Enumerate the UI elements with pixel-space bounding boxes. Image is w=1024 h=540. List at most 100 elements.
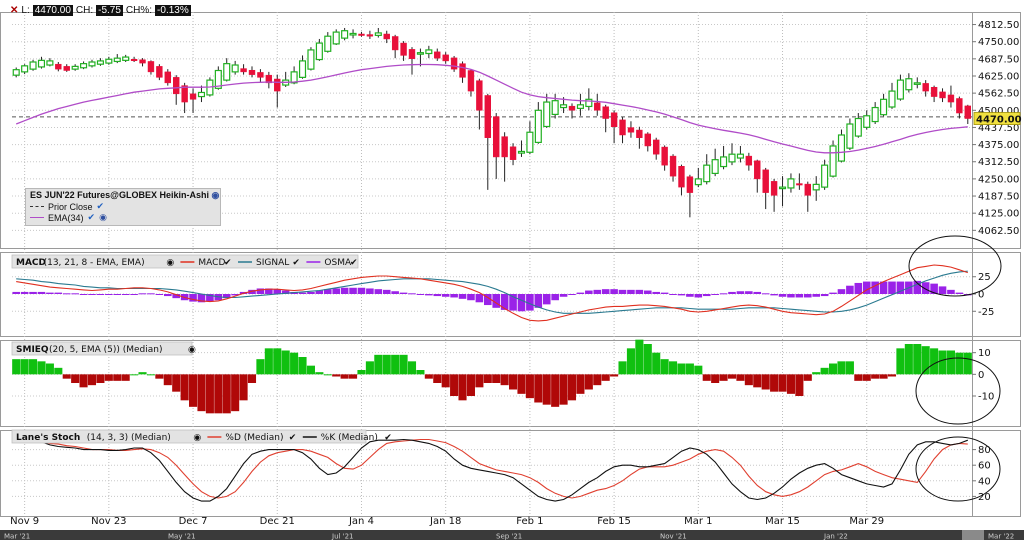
candle-up (37, 59, 46, 68)
close-icon[interactable]: ✕ (10, 4, 19, 16)
osma-bar (736, 291, 745, 294)
candle-down (644, 133, 651, 147)
candle-up (720, 156, 728, 168)
timeline-label: Sep '21 (496, 533, 522, 540)
candle-up (880, 98, 888, 116)
osma-bar (719, 293, 728, 295)
osma-bar (896, 281, 905, 294)
check-icon: ✔ (224, 258, 232, 268)
x-tick-label: Jan 4 (348, 516, 374, 527)
smieq-bar (551, 374, 560, 407)
smieq-bar (500, 374, 509, 386)
smieq-bar (652, 352, 661, 375)
smieq-bar (172, 374, 181, 392)
osma-bar (551, 294, 559, 301)
smieq-bar (618, 361, 627, 375)
candle-up (341, 30, 349, 39)
candle-up (871, 106, 879, 123)
candle-up (736, 153, 744, 159)
annotation-circles (908, 235, 1002, 502)
candle-down (240, 68, 247, 73)
settings-icon[interactable]: ◉ (211, 190, 220, 200)
stoch-legend-strip (11, 429, 367, 444)
check-icon[interactable]: ✔ (96, 201, 105, 211)
candle-up (576, 104, 584, 109)
change-label: CH: (75, 4, 94, 16)
smieq-bar (239, 374, 248, 401)
timeline-label: Mar '21 (4, 533, 30, 540)
timeline-label: Nov '21 (660, 533, 687, 540)
settings-icon[interactable]: ◉ (99, 212, 107, 222)
candle-up (526, 131, 534, 153)
smieq-bar (761, 374, 770, 390)
macd-params: (13, 21, 8 - EMA, EMA) (44, 258, 145, 268)
candle-up (913, 82, 921, 85)
smieq-bar (416, 370, 425, 375)
last-value: 4470.00 (32, 4, 73, 16)
smieq-bar (930, 348, 939, 375)
osma-bar (425, 294, 433, 296)
candle-up (694, 178, 702, 186)
price-panel (12, 27, 972, 218)
osma-bar (837, 289, 846, 294)
smieq-bar (54, 367, 63, 375)
osma-bar (298, 292, 307, 294)
smieq-legend-strip (11, 341, 193, 356)
smieq-bar (407, 361, 417, 375)
settings-icon: ◉ (193, 433, 201, 443)
check-icon[interactable]: ✔ (87, 212, 96, 222)
candle-down (501, 136, 508, 158)
candle-up (517, 150, 526, 154)
smieq-bar (483, 374, 492, 383)
osma-legend-label: OSMA (324, 258, 352, 268)
legend-ema: EMA(34) ✔ ◉ (30, 212, 107, 223)
candle-down (265, 74, 273, 84)
candle-up (821, 164, 829, 188)
smieq-bar (273, 348, 282, 375)
smieq-bar (584, 374, 593, 390)
osma-bar (332, 288, 340, 294)
candle-up (905, 78, 913, 91)
smieq-bar (719, 374, 728, 381)
osma-bar (399, 292, 408, 294)
candle-down (55, 63, 62, 70)
osma-bar (753, 291, 762, 294)
candle-up (543, 101, 551, 128)
smieq-y-tick-label: 10 (978, 348, 991, 359)
annotation-ellipse-smieq (915, 357, 1001, 425)
smieq-bar (62, 374, 71, 379)
smieq-y-tick-label: 0 (978, 370, 984, 381)
osma-bar (189, 294, 197, 302)
osma-bar (879, 281, 888, 294)
price-y-tick-label: 4062.50 (978, 226, 1019, 237)
smieq-bar (146, 374, 155, 376)
smieq-bar (576, 374, 585, 394)
smieq-bar (963, 352, 972, 375)
osma-bar (324, 289, 332, 294)
osma-bar (669, 294, 677, 295)
x-tick-label: Dec 7 (179, 516, 208, 527)
osma-bar (593, 289, 602, 294)
smieq-bar (20, 359, 29, 375)
osma-bar (652, 291, 660, 294)
candle-down (602, 106, 609, 119)
candle-down (408, 49, 416, 59)
osma-bar (467, 294, 475, 301)
osma-bar (340, 287, 349, 294)
osma-bar (88, 294, 96, 295)
osma-bar (315, 290, 324, 294)
osma-bar (96, 294, 105, 295)
price-y-tick-label: 4625.00 (978, 71, 1019, 82)
price-legend-title: ES JUN'22 Futures@GLOBEX Heikin-Ashi ◉ (30, 190, 220, 200)
smieq-bar (197, 374, 206, 412)
osma-bar (770, 294, 778, 296)
signal-line (16, 270, 968, 314)
osma-bar (391, 291, 399, 294)
candle-up (197, 91, 206, 98)
smieq-bar (736, 374, 745, 381)
smieq-bar (323, 374, 332, 376)
osma-bar (644, 290, 652, 294)
smieq-bar (626, 348, 635, 375)
smieq-bar (256, 359, 265, 375)
